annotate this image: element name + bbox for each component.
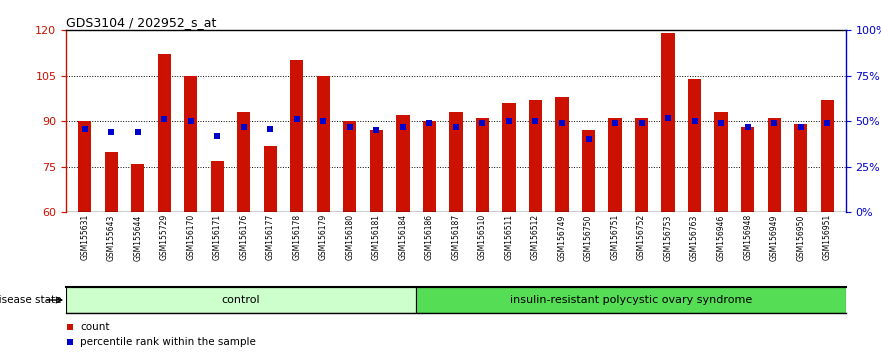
Text: GSM156512: GSM156512 <box>531 214 540 260</box>
Text: GSM156763: GSM156763 <box>690 214 700 261</box>
Bar <box>555 97 568 212</box>
Bar <box>635 118 648 212</box>
Text: GSM156753: GSM156753 <box>663 214 672 261</box>
Bar <box>529 100 542 212</box>
Bar <box>476 118 489 212</box>
Text: GDS3104 / 202952_s_at: GDS3104 / 202952_s_at <box>66 16 217 29</box>
Text: GSM156170: GSM156170 <box>186 214 196 261</box>
Bar <box>449 112 463 212</box>
Text: GSM156750: GSM156750 <box>584 214 593 261</box>
Text: GSM156951: GSM156951 <box>823 214 832 261</box>
Bar <box>131 164 144 212</box>
Text: GSM156178: GSM156178 <box>292 214 301 260</box>
Text: GSM156751: GSM156751 <box>611 214 619 261</box>
Bar <box>502 103 515 212</box>
Text: GSM156948: GSM156948 <box>744 214 752 261</box>
Bar <box>741 127 754 212</box>
Bar <box>423 121 436 212</box>
Text: GSM156749: GSM156749 <box>558 214 566 261</box>
Text: control: control <box>221 295 260 305</box>
Bar <box>767 118 781 212</box>
Text: GSM156186: GSM156186 <box>425 214 434 260</box>
Bar <box>714 112 728 212</box>
Bar <box>290 61 303 212</box>
Bar <box>158 55 171 212</box>
Text: GSM156180: GSM156180 <box>345 214 354 260</box>
Text: GSM156510: GSM156510 <box>478 214 487 261</box>
Text: count: count <box>80 321 109 332</box>
Text: GSM155643: GSM155643 <box>107 214 115 261</box>
Text: GSM155644: GSM155644 <box>133 214 142 261</box>
Bar <box>370 130 383 212</box>
Bar <box>316 76 330 212</box>
Text: percentile rank within the sample: percentile rank within the sample <box>80 337 256 348</box>
Bar <box>794 124 807 212</box>
Text: GSM156171: GSM156171 <box>212 214 222 260</box>
Text: GSM156511: GSM156511 <box>505 214 514 260</box>
Bar <box>609 118 622 212</box>
Text: disease state: disease state <box>0 295 62 305</box>
Text: GSM156752: GSM156752 <box>637 214 646 261</box>
Text: GSM156949: GSM156949 <box>770 214 779 261</box>
Text: GSM156177: GSM156177 <box>266 214 275 261</box>
Bar <box>66 287 416 313</box>
Text: insulin-resistant polycystic ovary syndrome: insulin-resistant polycystic ovary syndr… <box>509 295 751 305</box>
Bar <box>396 115 410 212</box>
Text: GSM156181: GSM156181 <box>372 214 381 260</box>
Bar <box>416 287 846 313</box>
Bar <box>662 33 675 212</box>
Text: GSM156946: GSM156946 <box>716 214 726 261</box>
Bar <box>581 130 596 212</box>
Text: GSM156176: GSM156176 <box>240 214 248 261</box>
Text: GSM156184: GSM156184 <box>398 214 407 260</box>
Bar <box>78 121 92 212</box>
Bar <box>184 76 197 212</box>
Text: GSM156179: GSM156179 <box>319 214 328 261</box>
Bar <box>263 145 277 212</box>
Text: GSM156187: GSM156187 <box>451 214 461 260</box>
Text: GSM155631: GSM155631 <box>80 214 89 261</box>
Text: GSM156950: GSM156950 <box>796 214 805 261</box>
Bar <box>688 79 701 212</box>
Text: GSM155729: GSM155729 <box>159 214 168 261</box>
Bar <box>237 112 250 212</box>
Bar <box>344 121 357 212</box>
Bar <box>105 152 118 212</box>
Bar <box>211 161 224 212</box>
Bar <box>820 100 833 212</box>
